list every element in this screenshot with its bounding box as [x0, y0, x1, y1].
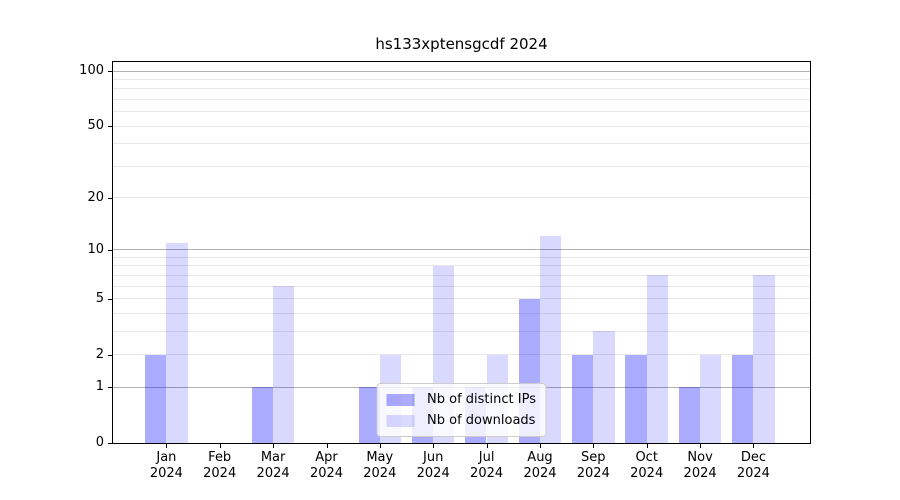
x-tick-label-sep: Sep 2024	[576, 450, 610, 481]
x-tick-label-mar: Mar 2024	[256, 450, 290, 481]
x-tick-label-nov: Nov 2024	[683, 450, 717, 481]
x-tick-mark-mar	[273, 444, 275, 448]
minor-gridline-90	[113, 79, 810, 80]
y-tick-mark-0	[108, 443, 113, 444]
x-tick-mark-aug	[540, 444, 541, 448]
y-tick-label-50: 50	[87, 118, 104, 134]
x-tick-mark-apr	[326, 444, 328, 448]
x-tick-mark-dec	[753, 444, 755, 448]
bar-distinct-ips-sep	[572, 354, 594, 443]
y-tick-mark-5	[108, 298, 113, 300]
legend-item-downloads: Nb of downloads	[386, 410, 536, 431]
minor-gridline-6	[113, 285, 810, 287]
bar-downloads-jan	[166, 242, 188, 443]
x-tick-mark-oct	[646, 444, 648, 448]
legend-label-distinct-ips: Nb of distinct IPs	[427, 392, 536, 407]
y-tick-label-100: 100	[79, 63, 104, 78]
minor-gridline-8	[113, 265, 810, 267]
x-tick-label-feb: Feb 2024	[203, 450, 237, 481]
minor-gridline-20	[113, 197, 810, 199]
bar-downloads-mar	[273, 286, 295, 443]
plot-area: Nb of distinct IPs Nb of downloads	[112, 61, 811, 444]
y-tick-label-10: 10	[87, 241, 104, 257]
x-tick-mark-nov	[700, 444, 702, 448]
bar-downloads-dec	[753, 275, 775, 443]
x-tick-mark-sep	[593, 444, 595, 448]
x-tick-label-oct: Oct 2024	[630, 450, 664, 481]
x-tick-mark-feb	[219, 444, 221, 448]
y-tick-mark-2	[108, 354, 113, 356]
minor-gridline-30	[113, 165, 810, 167]
x-tick-label-jul: Jul 2024	[470, 450, 504, 481]
bar-downloads-nov	[700, 354, 722, 443]
minor-gridline-5	[113, 298, 810, 300]
major-gridline-100	[113, 70, 810, 72]
legend: Nb of distinct IPs Nb of downloads	[376, 383, 547, 437]
minor-gridline-70	[113, 99, 810, 100]
bar-downloads-oct	[646, 275, 668, 443]
y-tick-mark-10	[108, 249, 113, 251]
x-tick-mark-jun	[433, 444, 435, 448]
chart-title: hs133xptensgcdf 2024	[375, 35, 548, 53]
x-tick-label-may: May 2024	[363, 450, 397, 481]
minor-gridline-4	[113, 312, 810, 314]
x-tick-label-jan: Jan 2024	[149, 450, 183, 481]
bar-downloads-sep	[593, 331, 615, 443]
x-tick-label-aug: Aug 2024	[523, 450, 557, 481]
x-tick-label-apr: Apr 2024	[309, 450, 344, 481]
minor-gridline-80	[113, 88, 810, 90]
bar-distinct-ips-oct	[625, 354, 647, 443]
y-tick-label-2: 2	[95, 346, 104, 362]
legend-swatch-downloads	[386, 414, 415, 427]
minor-gridline-50	[113, 125, 810, 127]
y-tick-mark-1	[108, 387, 113, 389]
minor-gridline-7	[113, 274, 810, 276]
y-tick-label-5: 5	[95, 290, 104, 306]
minor-gridline-9	[113, 256, 810, 258]
x-tick-label-dec: Dec 2024	[736, 450, 770, 481]
y-tick-mark-20	[108, 197, 113, 199]
y-tick-mark-100	[108, 71, 113, 72]
bar-distinct-ips-nov	[678, 387, 700, 443]
y-tick-label-1: 1	[95, 379, 104, 395]
x-tick-label-jun: Jun 2024	[416, 450, 450, 481]
minor-gridline-3	[113, 330, 810, 332]
x-tick-mark-jan	[166, 444, 168, 448]
legend-swatch-distinct-ips	[386, 393, 415, 406]
major-gridline-10	[113, 249, 810, 251]
legend-label-downloads: Nb of downloads	[427, 413, 536, 428]
y-tick-label-0: 0	[95, 435, 104, 450]
minor-gridline-60	[113, 111, 810, 113]
y-tick-mark-50	[108, 126, 113, 128]
legend-item-distinct-ips: Nb of distinct IPs	[386, 389, 536, 410]
minor-gridline-40	[113, 143, 810, 145]
x-tick-mark-jul	[486, 444, 488, 448]
bar-distinct-ips-may	[358, 387, 380, 443]
bar-distinct-ips-jan	[145, 354, 167, 443]
x-tick-mark-may	[379, 444, 381, 448]
bar-distinct-ips-mar	[251, 387, 274, 443]
minor-gridline-2	[113, 354, 810, 355]
y-tick-label-20: 20	[87, 189, 104, 205]
bar-distinct-ips-dec	[732, 354, 754, 443]
